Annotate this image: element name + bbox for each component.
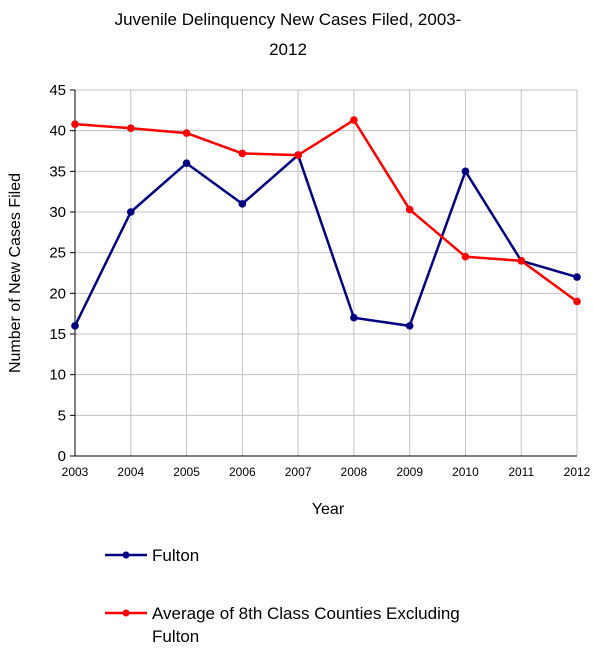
- x-tick-label-2012: 2012: [564, 465, 591, 479]
- y-axis-label: Number of New Cases Filed: [7, 173, 24, 373]
- x-tick-label-2008: 2008: [341, 465, 368, 479]
- chart-title-line-2: 2012: [269, 40, 307, 59]
- x-tick-label-2009: 2009: [396, 465, 423, 479]
- series-0-point-2006: [238, 200, 247, 208]
- series-line-0: [73, 153, 578, 328]
- series-1-point-2006: [238, 149, 247, 158]
- series-1-point-2012: [573, 297, 581, 306]
- series-1-point-2011: [517, 257, 526, 265]
- series-line-1: [74, 118, 578, 303]
- y-tick-label-10: 10: [49, 367, 66, 384]
- y-tick-label-5: 5: [58, 407, 66, 424]
- series-1-point-2004: [126, 124, 135, 133]
- series-0-point-2005: [182, 159, 191, 167]
- y-tick-label-45: 45: [49, 82, 66, 99]
- series-1-point-2009: [405, 205, 414, 214]
- series-0-point-2012: [573, 273, 581, 281]
- series-0-point-2010: [461, 167, 470, 176]
- x-tick-label-2010: 2010: [452, 465, 479, 479]
- y-tick-label-25: 25: [49, 245, 66, 262]
- series-0-point-2003: [71, 322, 79, 330]
- legend-item-average: Average of 8th Class Counties Excluding …: [105, 604, 460, 646]
- y-tick-label-0: 0: [58, 448, 66, 465]
- x-tick-label-2007: 2007: [285, 465, 312, 479]
- chart-title-line-1: Juvenile Delinquency New Cases Filed, 20…: [115, 10, 462, 29]
- legend-item-fulton: Fulton: [105, 546, 199, 565]
- series-1-point-2010: [461, 252, 470, 261]
- legend-marker-fulton: [122, 551, 130, 559]
- series-1-point-2007: [294, 151, 302, 159]
- y-tick-label-30: 30: [49, 204, 66, 221]
- series-1-point-2008: [350, 116, 358, 124]
- series-1-point-2003: [71, 120, 79, 128]
- y-tick-label-35: 35: [49, 163, 66, 180]
- x-tick-label-2005: 2005: [173, 465, 200, 479]
- y-tick-label-15: 15: [49, 326, 66, 343]
- plot-area: 0 5 10 15 20 25 30 35 40 45 2003 2004 2005 2006 2007 20…: [49, 82, 590, 479]
- legend: Fulton Average of 8th Class Counties Exc…: [105, 546, 460, 646]
- legend-marker-average: [122, 609, 130, 617]
- series-1-point-2005: [182, 129, 191, 137]
- x-tick-label-2006: 2006: [229, 465, 256, 479]
- x-axis-label: Year: [312, 501, 345, 518]
- series-0-point-2008: [350, 313, 358, 322]
- legend-label-average-line-1: Average of 8th Class Counties Excluding: [152, 604, 460, 623]
- legend-label-average-line-2: Fulton: [152, 627, 199, 646]
- x-tick-label-2011: 2011: [508, 465, 534, 479]
- y-tick-label-40: 40: [49, 123, 66, 140]
- series-0-point-2004: [126, 208, 135, 216]
- legend-label-fulton: Fulton: [152, 546, 199, 565]
- x-tick-label-2004: 2004: [117, 465, 144, 479]
- series-0-point-2009: [405, 322, 414, 330]
- x-tick-label-2003: 2003: [62, 465, 89, 479]
- y-tick-label-20: 20: [49, 285, 66, 302]
